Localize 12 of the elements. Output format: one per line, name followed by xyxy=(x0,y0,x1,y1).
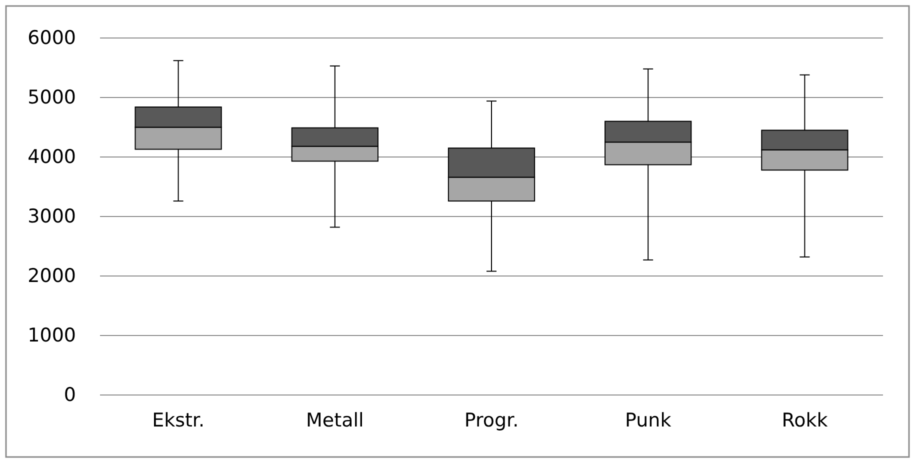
y-tick-label: 2000 xyxy=(28,265,76,288)
x-tick-label: Progr. xyxy=(464,409,519,432)
x-tick-label: Punk xyxy=(624,409,672,432)
y-tick-label: 0 xyxy=(64,384,76,406)
y-tick-label: 3000 xyxy=(28,206,76,228)
y-tick-label: 4000 xyxy=(28,146,76,168)
y-tick-label: 5000 xyxy=(28,86,76,109)
x-tick-label: Ekstr. xyxy=(152,409,205,432)
x-tick-label: Metall xyxy=(306,409,364,432)
y-tick-label: 1000 xyxy=(28,324,76,347)
x-tick-label: Rokk xyxy=(782,409,828,432)
y-tick-label: 6000 xyxy=(28,27,76,50)
